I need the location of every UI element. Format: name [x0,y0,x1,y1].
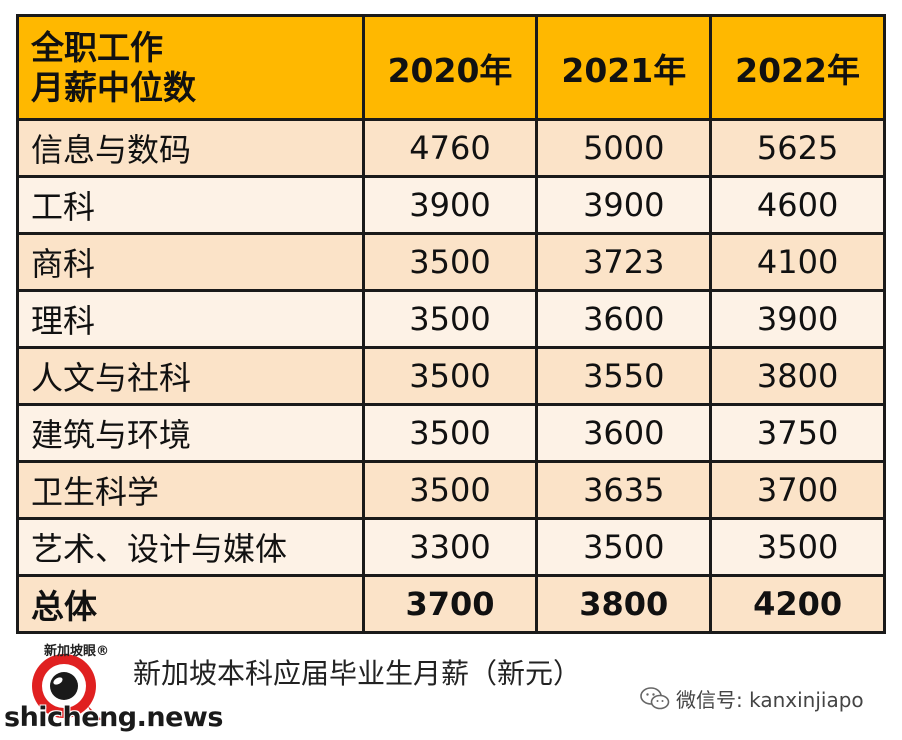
row-category: 人文与社科 [19,349,365,406]
cell-value: 3900 [538,178,713,235]
total-value: 3800 [538,577,713,631]
header-label-line1: 全职工作 [31,27,163,67]
table-row: 商科 3500 3723 4100 [19,235,883,292]
table-row: 建筑与环境 3500 3600 3750 [19,406,883,463]
cell-value: 5625 [712,121,883,178]
row-category: 工科 [19,178,365,235]
total-value: 3700 [364,577,539,631]
table-row: 艺术、设计与媒体 3300 3500 3500 [19,520,883,577]
table-row: 理科 3500 3600 3900 [19,292,883,349]
cell-value: 3750 [712,406,883,463]
wechat-label: 微信号: kanxinjiapo [676,688,864,712]
row-category: 理科 [19,292,365,349]
header-label-cell: 全职工作 月薪中位数 [19,17,365,121]
cell-value: 4760 [364,121,539,178]
cell-value: 3700 [712,463,883,520]
news-logo-icon [32,654,102,720]
table-row: 信息与数码 4760 5000 5625 [19,121,883,178]
row-category: 卫生科学 [19,463,365,520]
cell-value: 3600 [538,292,713,349]
wechat-icon [640,686,670,709]
table-caption: 新加坡本科应届毕业生月薪（新元） [133,657,582,690]
cell-value: 3600 [538,406,713,463]
cell-value: 3800 [712,349,883,406]
header-row: 全职工作 月薪中位数 2020年 2021年 2022年 [19,17,883,121]
row-category: 商科 [19,235,365,292]
cell-value: 3500 [712,520,883,577]
cell-value: 5000 [538,121,713,178]
cell-value: 3550 [538,349,713,406]
cell-value: 3500 [364,406,539,463]
cell-value: 3300 [364,520,539,577]
wechat-account: 微信号: kanxinjiapo [640,684,864,713]
total-value: 4200 [712,577,883,631]
cell-value: 3500 [364,463,539,520]
logo-text: 新加坡眼® [44,644,110,659]
header-year-2020: 2020年 [364,17,539,121]
cell-value: 3900 [364,178,539,235]
salary-table: 全职工作 月薪中位数 2020年 2021年 2022年 信息与数码 4760 … [16,14,886,634]
row-category: 艺术、设计与媒体 [19,520,365,577]
cell-value: 3635 [538,463,713,520]
table-row: 人文与社科 3500 3550 3800 [19,349,883,406]
table-row: 卫生科学 3500 3635 3700 [19,463,883,520]
site-watermark: shicheng.news [4,702,223,733]
cell-value: 3500 [364,349,539,406]
row-category: 建筑与环境 [19,406,365,463]
cell-value: 4100 [712,235,883,292]
table-row: 工科 3900 3900 4600 [19,178,883,235]
cell-value: 3500 [364,235,539,292]
cell-value: 3500 [364,292,539,349]
cell-value: 3900 [712,292,883,349]
header-year-2022: 2022年 [712,17,883,121]
cell-value: 3500 [538,520,713,577]
total-row: 总体 3700 3800 4200 [19,577,883,631]
header-label-line2: 月薪中位数 [31,67,196,107]
cell-value: 3723 [538,235,713,292]
cell-value: 4600 [712,178,883,235]
header-year-2021: 2021年 [538,17,713,121]
row-category: 信息与数码 [19,121,365,178]
total-category: 总体 [19,577,365,631]
